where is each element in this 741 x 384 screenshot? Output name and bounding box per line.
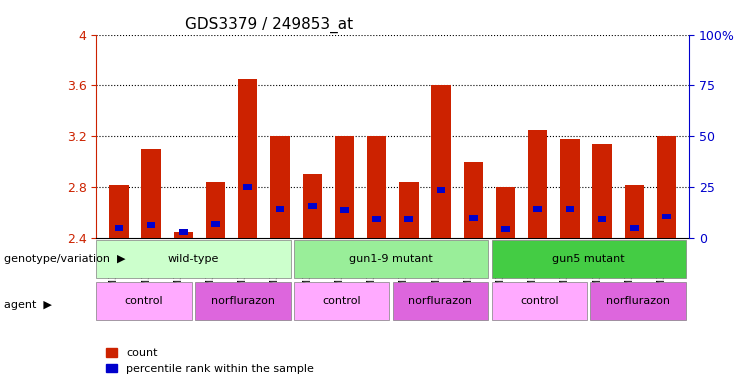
Bar <box>238 79 257 238</box>
Bar <box>593 144 612 238</box>
Bar <box>308 204 316 209</box>
Bar <box>662 214 671 219</box>
Bar <box>276 206 285 212</box>
Bar <box>625 185 644 238</box>
Bar <box>243 184 252 190</box>
Text: agent  ▶: agent ▶ <box>4 300 52 310</box>
Bar <box>211 221 220 227</box>
Bar <box>464 162 483 238</box>
Text: wild-type: wild-type <box>167 254 219 264</box>
Legend: count, percentile rank within the sample: count, percentile rank within the sample <box>102 344 319 379</box>
Bar <box>630 225 639 231</box>
Bar <box>436 187 445 193</box>
Bar <box>147 222 156 228</box>
Bar <box>335 136 354 238</box>
Bar <box>372 216 381 222</box>
Text: norflurazon: norflurazon <box>606 296 670 306</box>
Bar <box>109 185 128 238</box>
Bar <box>340 207 349 213</box>
Bar <box>173 232 193 238</box>
Text: control: control <box>322 296 361 306</box>
Text: gun1-9 mutant: gun1-9 mutant <box>349 254 433 264</box>
FancyBboxPatch shape <box>195 283 290 320</box>
Bar <box>565 206 574 212</box>
Text: control: control <box>124 296 164 306</box>
Text: GDS3379 / 249853_at: GDS3379 / 249853_at <box>185 17 353 33</box>
Bar <box>534 206 542 212</box>
FancyBboxPatch shape <box>96 283 192 320</box>
FancyBboxPatch shape <box>393 283 488 320</box>
Bar <box>657 136 677 238</box>
FancyBboxPatch shape <box>491 283 587 320</box>
Bar <box>179 229 187 235</box>
FancyBboxPatch shape <box>491 240 686 278</box>
Text: gun5 mutant: gun5 mutant <box>552 254 625 264</box>
Bar <box>302 174 322 238</box>
FancyBboxPatch shape <box>294 283 390 320</box>
FancyBboxPatch shape <box>96 240 290 278</box>
Bar <box>431 85 451 238</box>
Bar <box>115 225 123 231</box>
Bar <box>405 216 413 222</box>
FancyBboxPatch shape <box>294 240 488 278</box>
Bar <box>598 216 606 222</box>
Text: norflurazon: norflurazon <box>408 296 473 306</box>
Bar <box>496 187 515 238</box>
Text: genotype/variation  ▶: genotype/variation ▶ <box>4 254 125 264</box>
Text: control: control <box>520 296 559 306</box>
Bar <box>399 182 419 238</box>
Bar <box>501 226 510 232</box>
Bar <box>469 215 478 220</box>
Bar <box>142 149 161 238</box>
Bar <box>206 182 225 238</box>
Bar <box>528 130 548 238</box>
FancyBboxPatch shape <box>591 283 686 320</box>
Bar <box>270 136 290 238</box>
Bar <box>367 136 386 238</box>
Text: norflurazon: norflurazon <box>211 296 275 306</box>
Bar <box>560 139 579 238</box>
